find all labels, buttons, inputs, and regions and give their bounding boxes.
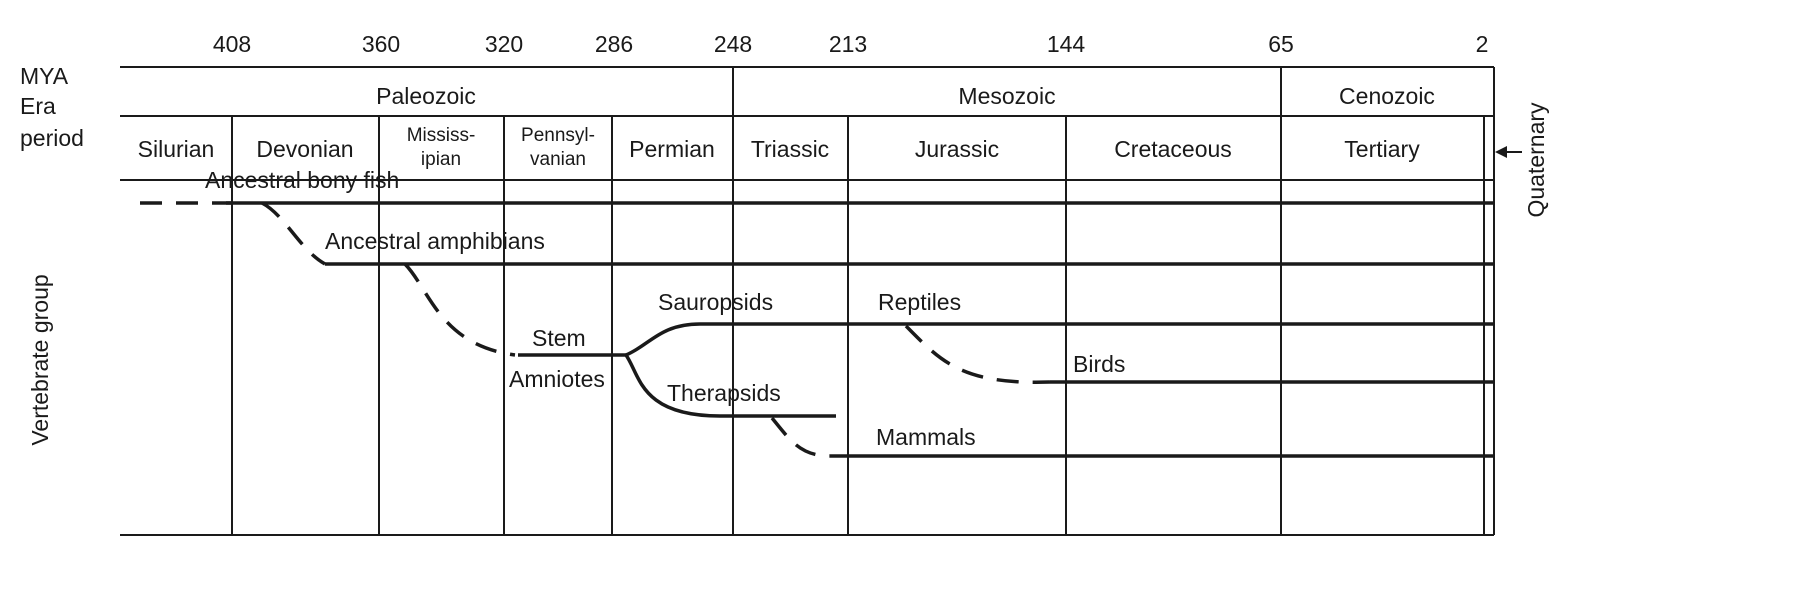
era-cenozoic: Cenozoic bbox=[1339, 83, 1435, 109]
mammal-branch bbox=[770, 416, 831, 458]
tick-286: 286 bbox=[595, 31, 633, 57]
period-tertiary: Tertiary bbox=[1344, 136, 1420, 162]
label-amniotes: Amniotes bbox=[509, 366, 605, 392]
lineage-lines bbox=[140, 201, 1494, 458]
period-jurassic: Jurassic bbox=[915, 136, 999, 162]
tick-144: 144 bbox=[1047, 31, 1086, 57]
sauropsid-line bbox=[625, 322, 1494, 357]
label-sauropsids: Sauropsids bbox=[658, 289, 773, 315]
label-fish: Ancestral bony fish bbox=[205, 167, 399, 193]
era-label: Era bbox=[20, 93, 56, 119]
period-devonian: Devonian bbox=[256, 136, 353, 162]
period-permian: Permian bbox=[629, 136, 715, 162]
tick-213: 213 bbox=[829, 31, 867, 57]
mya-label: MYA bbox=[20, 63, 69, 89]
period-triassic: Triassic bbox=[751, 136, 829, 162]
label-reptiles: Reptiles bbox=[878, 289, 961, 315]
period-label: period bbox=[20, 125, 84, 151]
tick-360: 360 bbox=[362, 31, 400, 57]
stem-amniote-branch bbox=[403, 262, 516, 357]
label-birds: Birds bbox=[1073, 351, 1125, 377]
tick-320: 320 bbox=[485, 31, 523, 57]
label-amphibians: Ancestral amphibians bbox=[325, 228, 545, 254]
period-cretaceous: Cretaceous bbox=[1114, 136, 1232, 162]
therapsid-line bbox=[624, 353, 836, 418]
amphibian-branch bbox=[261, 201, 326, 266]
period-mississippian-1: Mississ- bbox=[407, 125, 476, 146]
vertebrate-group-label: Vertebrate group bbox=[27, 274, 53, 445]
period-mississippian-2: ipian bbox=[421, 149, 461, 170]
period-pennsylvanian-2: vanian bbox=[530, 149, 586, 170]
period-pennsylvanian-1: Pennsyl- bbox=[521, 125, 595, 146]
period-quaternary: Quaternary bbox=[1523, 102, 1549, 218]
period-silurian: Silurian bbox=[138, 136, 215, 162]
tick-2: 2 bbox=[1476, 31, 1489, 57]
era-paleozoic: Paleozoic bbox=[376, 83, 476, 109]
tick-65: 65 bbox=[1268, 31, 1294, 57]
label-stem: Stem bbox=[532, 325, 586, 351]
tick-408: 408 bbox=[213, 31, 251, 57]
tick-248: 248 bbox=[714, 31, 752, 57]
quaternary-arrow-icon bbox=[1495, 146, 1522, 158]
bird-branch bbox=[904, 324, 1051, 384]
label-therapsids: Therapsids bbox=[667, 380, 781, 406]
mya-ticks: 408 360 320 286 248 213 144 65 2 bbox=[213, 31, 1489, 57]
era-mesozoic: Mesozoic bbox=[958, 83, 1055, 109]
label-mammals: Mammals bbox=[876, 424, 976, 450]
